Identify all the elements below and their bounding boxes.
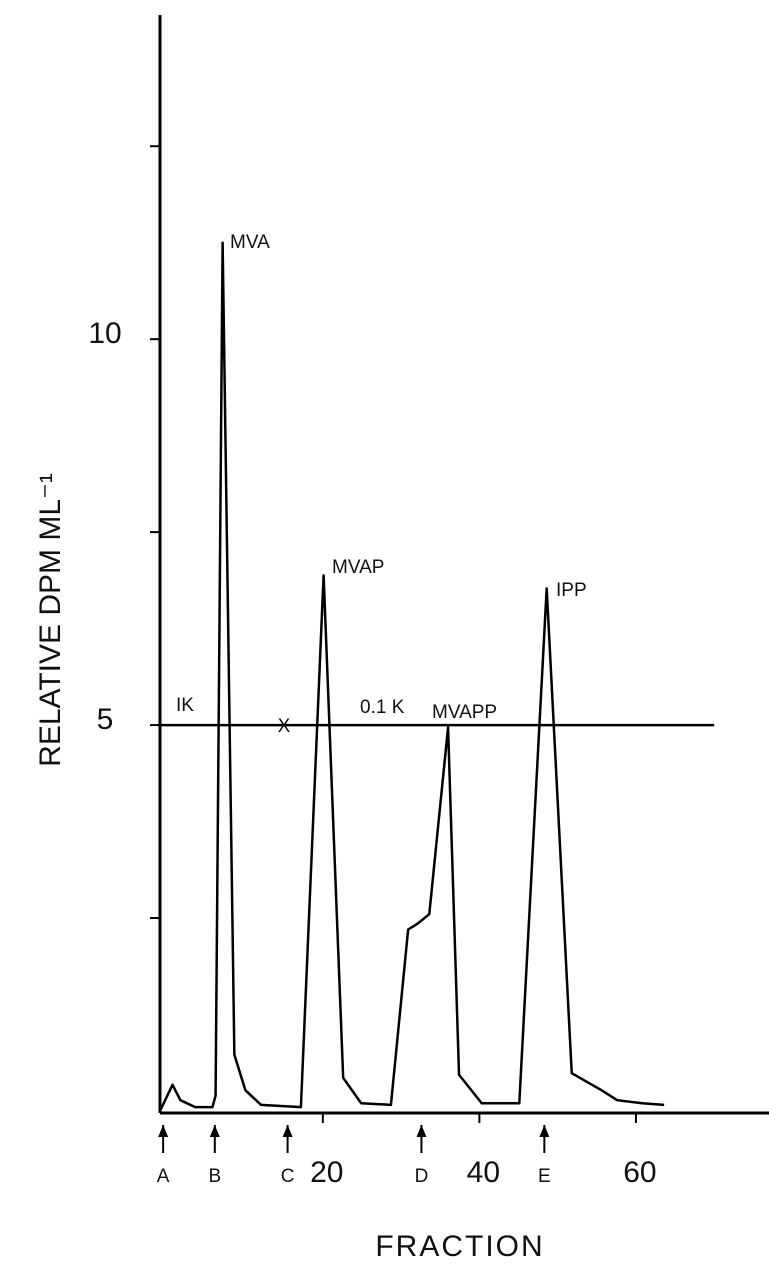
marker-arrowhead (416, 1125, 427, 1137)
marker-label: D (415, 1166, 429, 1187)
annotation: MVAPP (432, 702, 497, 723)
annotation: MVAP (332, 557, 384, 578)
annotation: MVA (230, 232, 270, 253)
annotation: IK (176, 695, 194, 716)
marker-label: B (208, 1166, 221, 1187)
x-axis-label: FRACTION (375, 1230, 544, 1263)
marker-arrowhead (158, 1125, 169, 1137)
x-tick-label: 60 (623, 1156, 656, 1189)
trace (158, 241, 665, 1112)
marker-label: A (157, 1166, 170, 1187)
marker-arrowhead (282, 1125, 293, 1137)
marker-arrowhead (539, 1125, 550, 1137)
annotation: X (278, 716, 291, 737)
marker-label: E (538, 1166, 551, 1187)
marker-arrowhead (209, 1125, 220, 1137)
annotation: 0.1 K (360, 697, 405, 718)
x-tick-label: 20 (310, 1156, 343, 1189)
y-tick-label: 10 (88, 317, 121, 350)
marker-label: C (281, 1166, 295, 1187)
y-tick-label: 5 (97, 703, 114, 736)
annotation: IPP (556, 580, 587, 601)
x-tick-label: 40 (467, 1156, 500, 1189)
y-axis-label: RELATIVE DPM ML⁻¹ (34, 473, 67, 767)
